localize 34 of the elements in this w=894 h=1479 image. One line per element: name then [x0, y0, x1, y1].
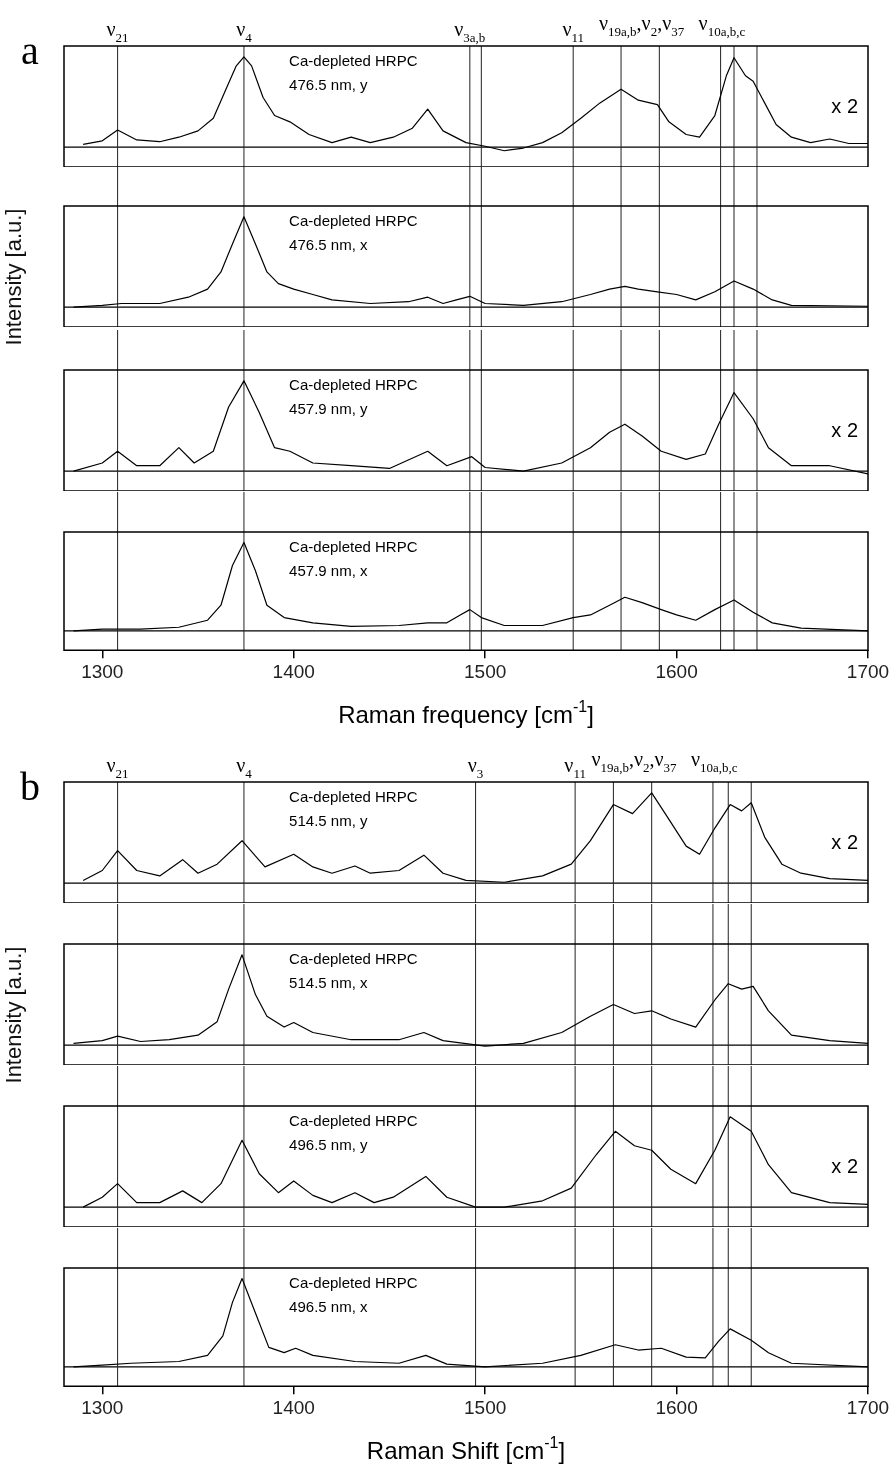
annotation: x 2	[831, 418, 859, 441]
y-axis-title: Intensity [a.u.]	[1, 946, 27, 1083]
x-tick-label: 1300	[81, 1396, 124, 1418]
x-tick-label: 1400	[272, 660, 315, 682]
annotation: Ca-depleted HRPC	[289, 376, 418, 393]
annotation: Ca-depleted HRPC	[289, 950, 418, 967]
x-tick-label: 1500	[464, 1396, 507, 1418]
annotation: Ca-depleted HRPC	[289, 52, 418, 69]
chart-title: b	[20, 764, 40, 809]
y-axis-title: Intensity [a.u.]	[1, 208, 27, 345]
x-tick-label: 1400	[272, 1396, 315, 1418]
annotation: 496.5 nm, y	[289, 1136, 368, 1153]
x-tick-label: 1500	[464, 660, 507, 682]
annotation: Ca-depleted HRPC	[289, 788, 418, 805]
annotation: 457.9 nm, y	[289, 400, 368, 417]
x-tick-label: 1700	[846, 1396, 890, 1418]
x-tick-label: 1600	[655, 660, 698, 682]
annotation: 514.5 nm, x	[289, 974, 368, 991]
annotation: Ca-depleted HRPC	[289, 1112, 418, 1129]
annotation: 496.5 nm, x	[289, 1298, 368, 1315]
annotation: x 2	[831, 1154, 859, 1177]
x-tick-label: 1300	[81, 660, 124, 682]
annotation: Ca-depleted HRPC	[289, 1274, 418, 1291]
annotation: 514.5 nm, y	[289, 812, 368, 829]
annotation: x 2	[831, 830, 859, 853]
x-tick-label: 1600	[655, 1396, 698, 1418]
annotation: Ca-depleted HRPC	[289, 212, 418, 229]
annotation: 476.5 nm, y	[289, 76, 368, 93]
annotation: x 2	[831, 94, 859, 117]
annotation: 457.9 nm, x	[289, 562, 368, 579]
annotation: Ca-depleted HRPC	[289, 538, 418, 555]
x-tick-label: 1700	[846, 660, 890, 682]
chart-title: a	[21, 28, 40, 73]
annotation: 476.5 nm, x	[289, 236, 368, 253]
